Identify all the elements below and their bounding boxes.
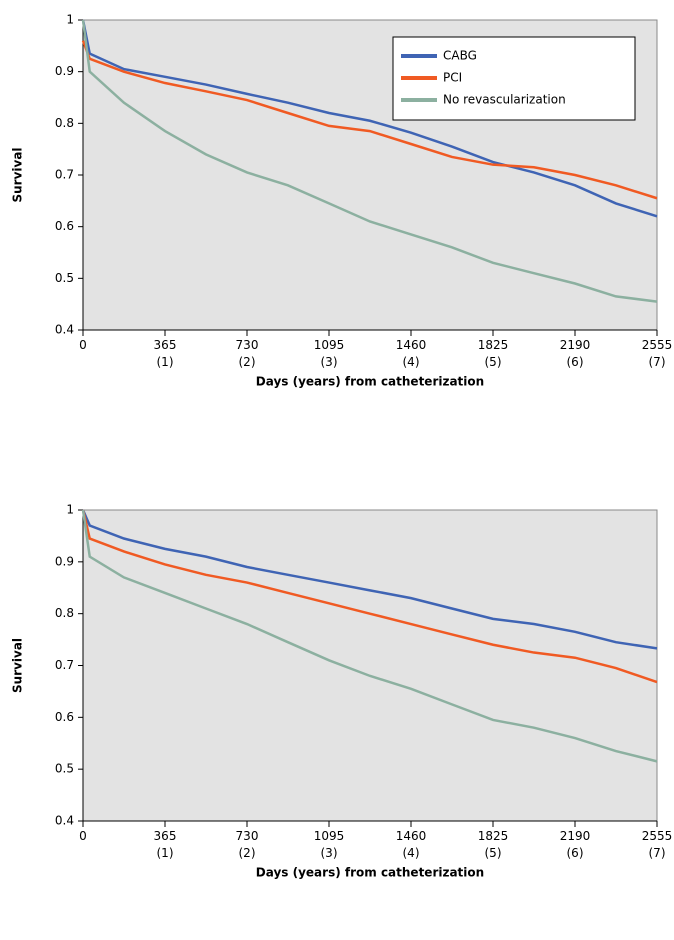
x-tick-label: 730 (2) <box>235 338 259 369</box>
y-axis-title: Survival <box>11 638 25 693</box>
legend-label: CABG <box>443 49 477 63</box>
series-line <box>81 509 658 763</box>
x-tick-label: 1095 (3) <box>313 829 345 860</box>
x-tick-label: 365 (1) <box>153 829 177 860</box>
plot-area <box>82 509 658 822</box>
x-tick-label: 2555 (7) <box>641 829 673 860</box>
x-tick-label: 1825 (5) <box>477 338 509 369</box>
x-axis-title: Days (years) from catheterization <box>256 375 484 389</box>
series-line <box>81 19 658 303</box>
x-tick-label: 365 (1) <box>153 338 177 369</box>
x-tick-label: 1825 (5) <box>477 829 509 860</box>
y-axis-title: Survival <box>11 147 25 202</box>
y-tick-label: 0.7 <box>55 658 74 672</box>
y-tick-label: 0.8 <box>55 116 74 130</box>
x-tick-label: 2190 (6) <box>559 829 591 860</box>
y-tick-label: 0.9 <box>55 64 74 78</box>
x-tick-label: 1460 (4) <box>395 829 427 860</box>
y-tick-label: 0.4 <box>55 814 74 828</box>
y-tick-label: 1 <box>66 13 74 27</box>
y-tick-label: 0.4 <box>55 323 74 337</box>
y-tick-label: 0.5 <box>55 762 74 776</box>
series-line <box>81 509 658 684</box>
y-tick-label: 1 <box>66 503 74 517</box>
series-line <box>81 509 658 650</box>
y-tick-label: 0.7 <box>55 168 74 182</box>
x-tick-label: 1095 (3) <box>313 338 345 369</box>
y-tick-label: 0.5 <box>55 271 74 285</box>
series-line <box>81 40 658 200</box>
x-tick-label: 2555 (7) <box>641 338 673 369</box>
y-tick-label: 0.8 <box>55 606 74 620</box>
y-tick-label: 0.6 <box>55 710 74 724</box>
y-tick-label: 0.6 <box>55 219 74 233</box>
x-tick-label: 0 <box>79 338 87 352</box>
x-tick-label: 2190 (6) <box>559 338 591 369</box>
legend-label: PCI <box>443 71 462 85</box>
legend-label: No revascularization <box>443 93 566 107</box>
x-tick-label: 1460 (4) <box>395 338 427 369</box>
x-tick-label: 0 <box>79 829 87 843</box>
series-line <box>81 19 658 218</box>
x-tick-label: 730 (2) <box>235 829 259 860</box>
x-axis-title: Days (years) from catheterization <box>256 866 484 880</box>
y-tick-label: 0.9 <box>55 554 74 568</box>
